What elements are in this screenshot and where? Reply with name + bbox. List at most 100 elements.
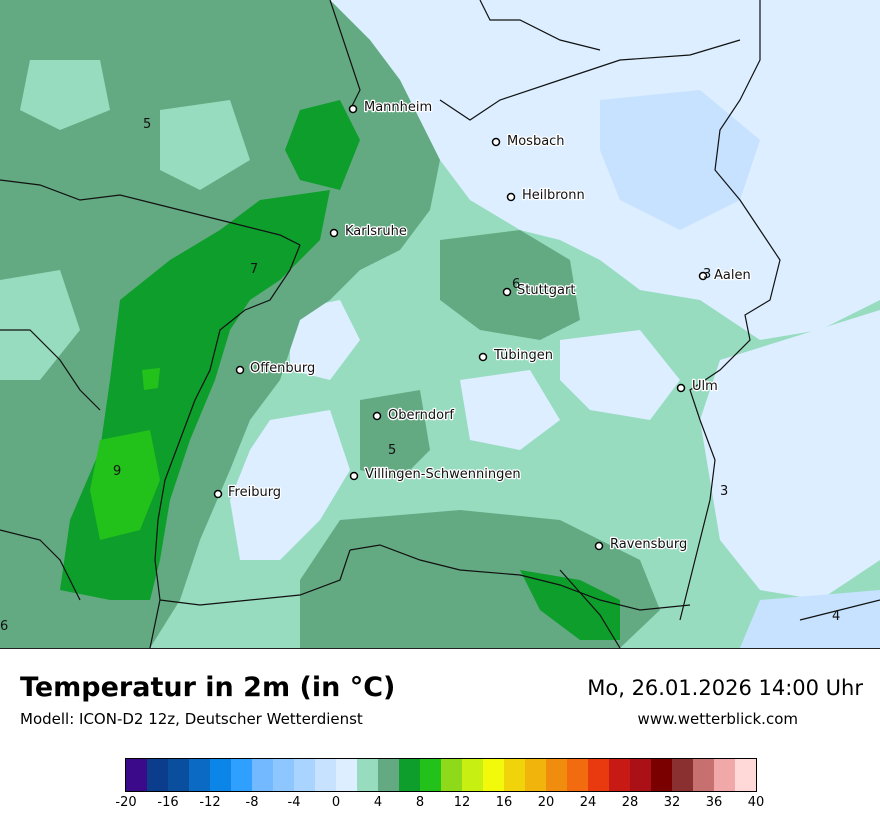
legend-swatch [525,759,546,791]
border-segment [559,569,621,648]
legend-tick-label: 40 [747,795,765,810]
city-dot [478,352,488,362]
legend-swatch [609,759,630,791]
city-tuebingen[interactable]: Tübingen [478,347,554,364]
border-segment [0,529,81,601]
legend-swatch [210,759,231,791]
isoline-label: 4 [832,609,840,624]
city-heilbronn[interactable]: Heilbronn [506,187,586,204]
city-label-freiburg: Freiburg [228,485,281,500]
border-south [349,544,691,611]
legend-swatch [336,759,357,791]
legend-swatch [147,759,168,791]
legend-tick-label: 32 [663,795,681,810]
borders [0,0,880,648]
isoline-label: 5 [388,443,396,458]
map-title: Temperatur in 2m (in °C) [20,672,396,703]
city-ulm[interactable]: Ulm [676,378,719,395]
cool-patch-west-3 [20,60,110,130]
city-label-tuebingen: Tübingen [493,348,553,363]
legend-swatch [126,759,147,791]
city-label-offenburg: Offenburg [250,361,315,376]
border-segment [0,179,301,246]
legend-tick-label: 36 [705,795,723,810]
city-label-mannheim: Mannheim [364,100,432,115]
legend-tick-label: 24 [579,795,597,810]
cold-patch-3 [290,300,360,380]
legend-tick-label: -12 [199,795,221,810]
map-canvas: Mannheim Mosbach Heilbronn Karlsruhe Stu… [0,0,880,648]
forecast-datetime: Mo, 26.01.2026 14:00 Uhr [587,676,863,700]
legend-tick-label: 12 [453,795,471,810]
city-mannheim[interactable]: Mannheim [348,99,433,116]
cold-patch-2 [560,330,680,420]
legend-ticks: -20 -16 -12 -8 -4 0 4 8 12 16 20 24 28 32 36 40 [0,795,880,815]
legend-tick-label: 16 [495,795,513,810]
cold-patch-4 [460,370,560,450]
cold-area-east [700,310,880,600]
legend-tick-label: 20 [537,795,555,810]
city-markers: Mannheim Mosbach Heilbronn Karlsruhe Stu… [213,99,752,553]
city-dot [329,228,339,238]
city-label-ravensburg: Ravensburg [610,537,687,552]
legend-swatch [189,759,210,791]
city-label-ulm: Ulm [692,379,718,394]
city-freiburg[interactable]: Freiburg [213,484,282,501]
city-stuttgart[interactable]: Stuttgart [502,282,577,299]
cold-area-southeast [740,590,880,648]
warmest-patch [142,368,160,390]
border-segment [0,329,101,411]
city-dot [676,383,686,393]
legend-swatch [588,759,609,791]
cold-area-northeast [330,0,880,340]
city-dot [506,192,516,202]
city-label-aalen: Aalen [714,268,751,283]
legend-swatch [546,759,567,791]
legend-swatch [651,759,672,791]
legend-tick-label: 0 [331,795,341,810]
city-dot [349,471,359,481]
city-villingen-schwenningen[interactable]: Villingen-Schwenningen [349,466,522,483]
legend-swatch [714,759,735,791]
legend-swatch [462,759,483,791]
isoline-label: 9 [113,464,121,479]
isoline-label: 3 [703,267,711,282]
cold-patch-1 [600,90,760,230]
isoline-label: 6 [0,619,8,634]
model-info: Modell: ICON-D2 12z, Deutscher Wetterdie… [20,710,363,728]
mild-area-stuttgart [440,230,580,340]
legend-swatch [315,759,336,791]
website-link[interactable]: www.wetterblick.com [637,710,798,728]
legend-swatch [693,759,714,791]
legend-swatch [378,759,399,791]
city-label-stuttgart: Stuttgart [517,283,575,298]
city-oberndorf[interactable]: Oberndorf [372,407,456,424]
warmest-area-freiburg [90,430,160,540]
city-karlsruhe[interactable]: Karlsruhe [329,223,408,240]
legend-swatch [399,759,420,791]
isoline-labels: 5 7 6 3 9 5 3 4 6 [0,117,840,634]
city-aalen[interactable]: Aalen [698,267,752,284]
border-east [679,0,781,621]
legend-swatch [504,759,525,791]
city-mosbach[interactable]: Mosbach [491,133,566,150]
isoline-label: 5 [143,117,151,132]
border-segment [439,39,741,121]
isoline-label: 6 [512,277,520,292]
legend-tick-label: 8 [415,795,425,810]
city-dot [594,541,604,551]
isoline-label: 7 [250,262,258,277]
color-legend [125,758,757,792]
legend-swatch [420,759,441,791]
legend-tick-label: -20 [115,795,137,810]
warm-area-mannheim [285,100,360,190]
city-offenburg[interactable]: Offenburg [235,360,317,377]
legend-tick-label: -4 [287,795,301,810]
city-dot [348,104,358,114]
isoline-label: 3 [720,484,728,499]
legend-swatch [567,759,588,791]
legend-swatch [294,759,315,791]
temperature-map[interactable]: Mannheim Mosbach Heilbronn Karlsruhe Stu… [0,0,880,649]
city-dot [372,411,382,421]
city-ravensburg[interactable]: Ravensburg [594,536,689,553]
